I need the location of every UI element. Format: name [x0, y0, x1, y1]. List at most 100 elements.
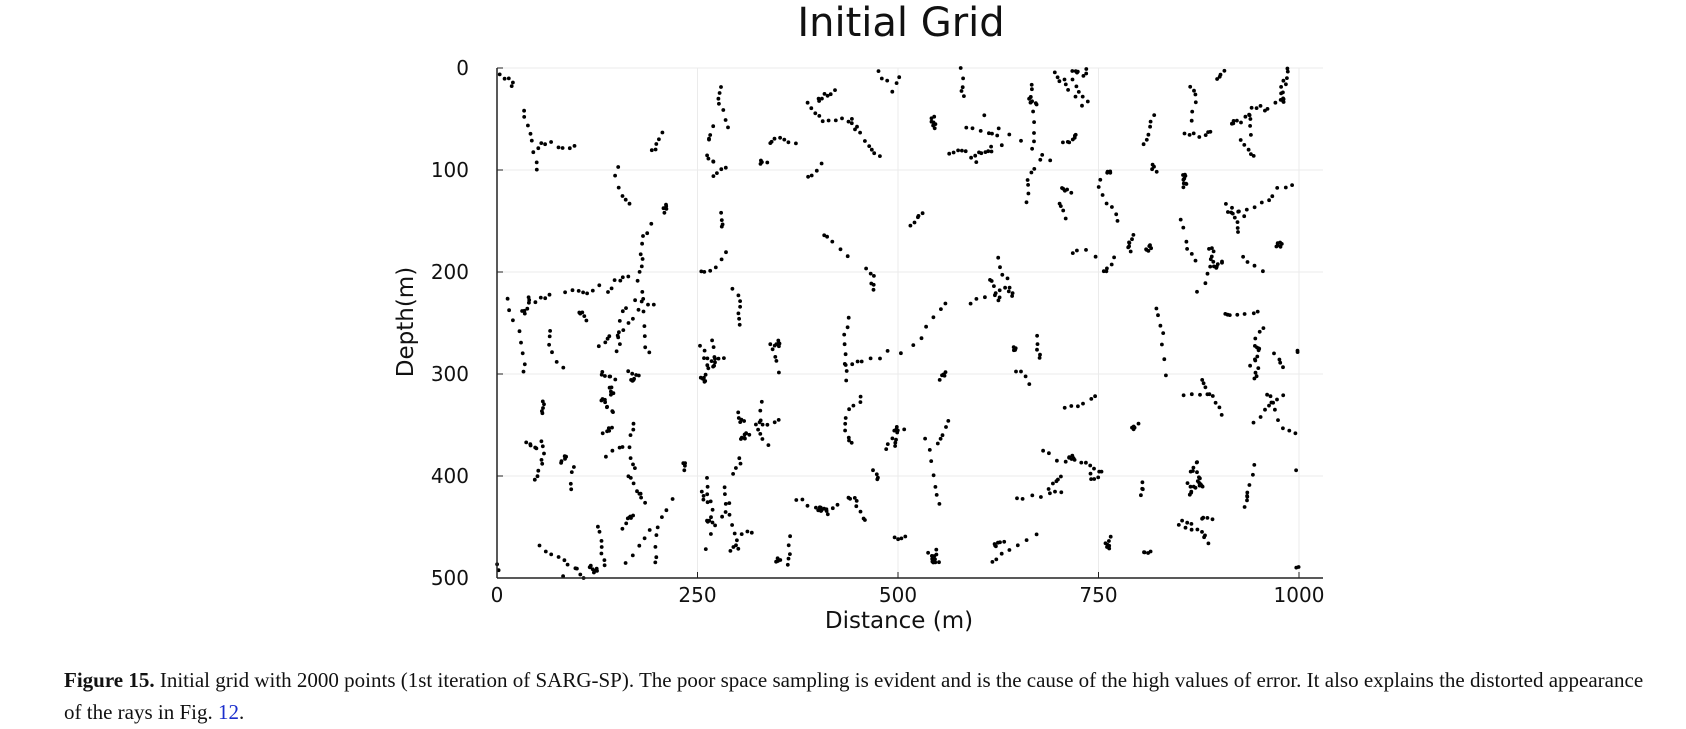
figure-reference-link[interactable]: 12 [217, 700, 239, 724]
scatter-point [1195, 527, 1200, 532]
scatter-point [934, 547, 939, 552]
scatter-point [542, 402, 546, 407]
scatter-point [585, 291, 589, 296]
scatter-point [937, 502, 942, 506]
scatter-point [830, 239, 835, 244]
scatter-point [596, 524, 600, 529]
scatter-point [719, 257, 724, 262]
scatter-point [596, 344, 601, 349]
scatter-point [935, 441, 940, 446]
scatter-point [637, 270, 642, 274]
scatter-point [539, 458, 544, 462]
scatter-point [825, 512, 830, 517]
scatter-point [1176, 523, 1181, 527]
scatter-point [1014, 369, 1018, 374]
scatter-point [1075, 248, 1079, 253]
scatter-point [1279, 91, 1283, 96]
scatter-point [1251, 420, 1256, 425]
scatter-point [1181, 225, 1186, 230]
chart-title: Initial Grid [797, 0, 1004, 46]
scatter-point [613, 173, 617, 178]
scatter-point [1191, 131, 1196, 136]
scatter-point [931, 315, 936, 320]
scatter-point [999, 551, 1004, 556]
scatter-point [845, 254, 850, 259]
scatter-point [788, 534, 792, 539]
scatter-point [575, 566, 579, 571]
scatter-point [1275, 186, 1280, 190]
caption-end: . [238, 700, 245, 724]
scatter-point [1084, 67, 1089, 71]
scatter-point [1285, 76, 1289, 80]
scatter-point [628, 476, 633, 480]
scatter-point [1242, 214, 1247, 219]
scatter-point [1104, 201, 1109, 206]
scatter-point [869, 147, 874, 152]
scatter-point [603, 340, 608, 345]
scatter-point [709, 359, 714, 363]
scatter-point [713, 265, 718, 270]
scatter-point [1263, 108, 1267, 113]
scatter-point [538, 295, 543, 300]
scatter-point [497, 72, 502, 77]
scatter-point [938, 436, 943, 441]
scatter-point [710, 520, 715, 525]
scatter-point [1185, 520, 1190, 525]
scatter-point [705, 153, 709, 158]
scatter-point [1192, 88, 1196, 93]
scatter-point [554, 360, 559, 364]
scatter-point [1191, 469, 1195, 473]
scatter-point [537, 543, 542, 548]
scatter-point [620, 309, 625, 314]
scatter-point [992, 284, 996, 288]
y-tick-label: 200 [431, 260, 469, 284]
scatter-point [871, 468, 875, 473]
scatter-point [717, 91, 722, 95]
scatter-point [1257, 329, 1262, 334]
scatter-point [835, 502, 840, 507]
scatter-point [872, 151, 877, 156]
scatter-point [1201, 515, 1206, 520]
scatter-point [1265, 392, 1269, 397]
scatter-point [608, 374, 613, 379]
scatter-point [705, 363, 710, 368]
scatter-point [613, 377, 618, 382]
scatter-point [1093, 394, 1097, 399]
scatter-point [626, 274, 631, 279]
scatter-point [820, 96, 824, 101]
scatter-point [602, 558, 607, 562]
scatter-point [1203, 281, 1208, 286]
scatter-point [620, 275, 625, 280]
scatter-point [1189, 527, 1194, 532]
scatter-point [739, 435, 744, 440]
scatter-point [1281, 96, 1285, 101]
scatter-point [892, 535, 897, 540]
scatter-point [1210, 517, 1215, 522]
scatter-point [599, 539, 604, 543]
scatter-point [1112, 255, 1116, 260]
scatter-point [1038, 157, 1043, 162]
scatter-point [682, 468, 687, 473]
scatter-point [749, 530, 754, 535]
scatter-point [623, 197, 628, 202]
scatter-point [1285, 66, 1290, 71]
scatter-point [968, 301, 973, 306]
scatter-point [1273, 407, 1277, 412]
scatter-point [540, 444, 545, 449]
scatter-point [540, 461, 545, 466]
scatter-point [777, 341, 782, 346]
scatter-point [1245, 494, 1250, 499]
scatter-point [916, 215, 920, 220]
scatter-point [605, 405, 609, 410]
scatter-point [1048, 158, 1053, 163]
figure-caption: Figure 15. Initial grid with 2000 points… [64, 664, 1664, 728]
scatter-point [1131, 233, 1136, 237]
scatter-point [1010, 291, 1015, 295]
scatter-point [511, 80, 515, 85]
scatter-point [599, 551, 604, 556]
scatter-point [964, 125, 969, 130]
scatter-point [616, 165, 621, 169]
scatter-point [794, 498, 799, 502]
scatter-point [526, 295, 531, 300]
scatter-point [600, 431, 605, 436]
